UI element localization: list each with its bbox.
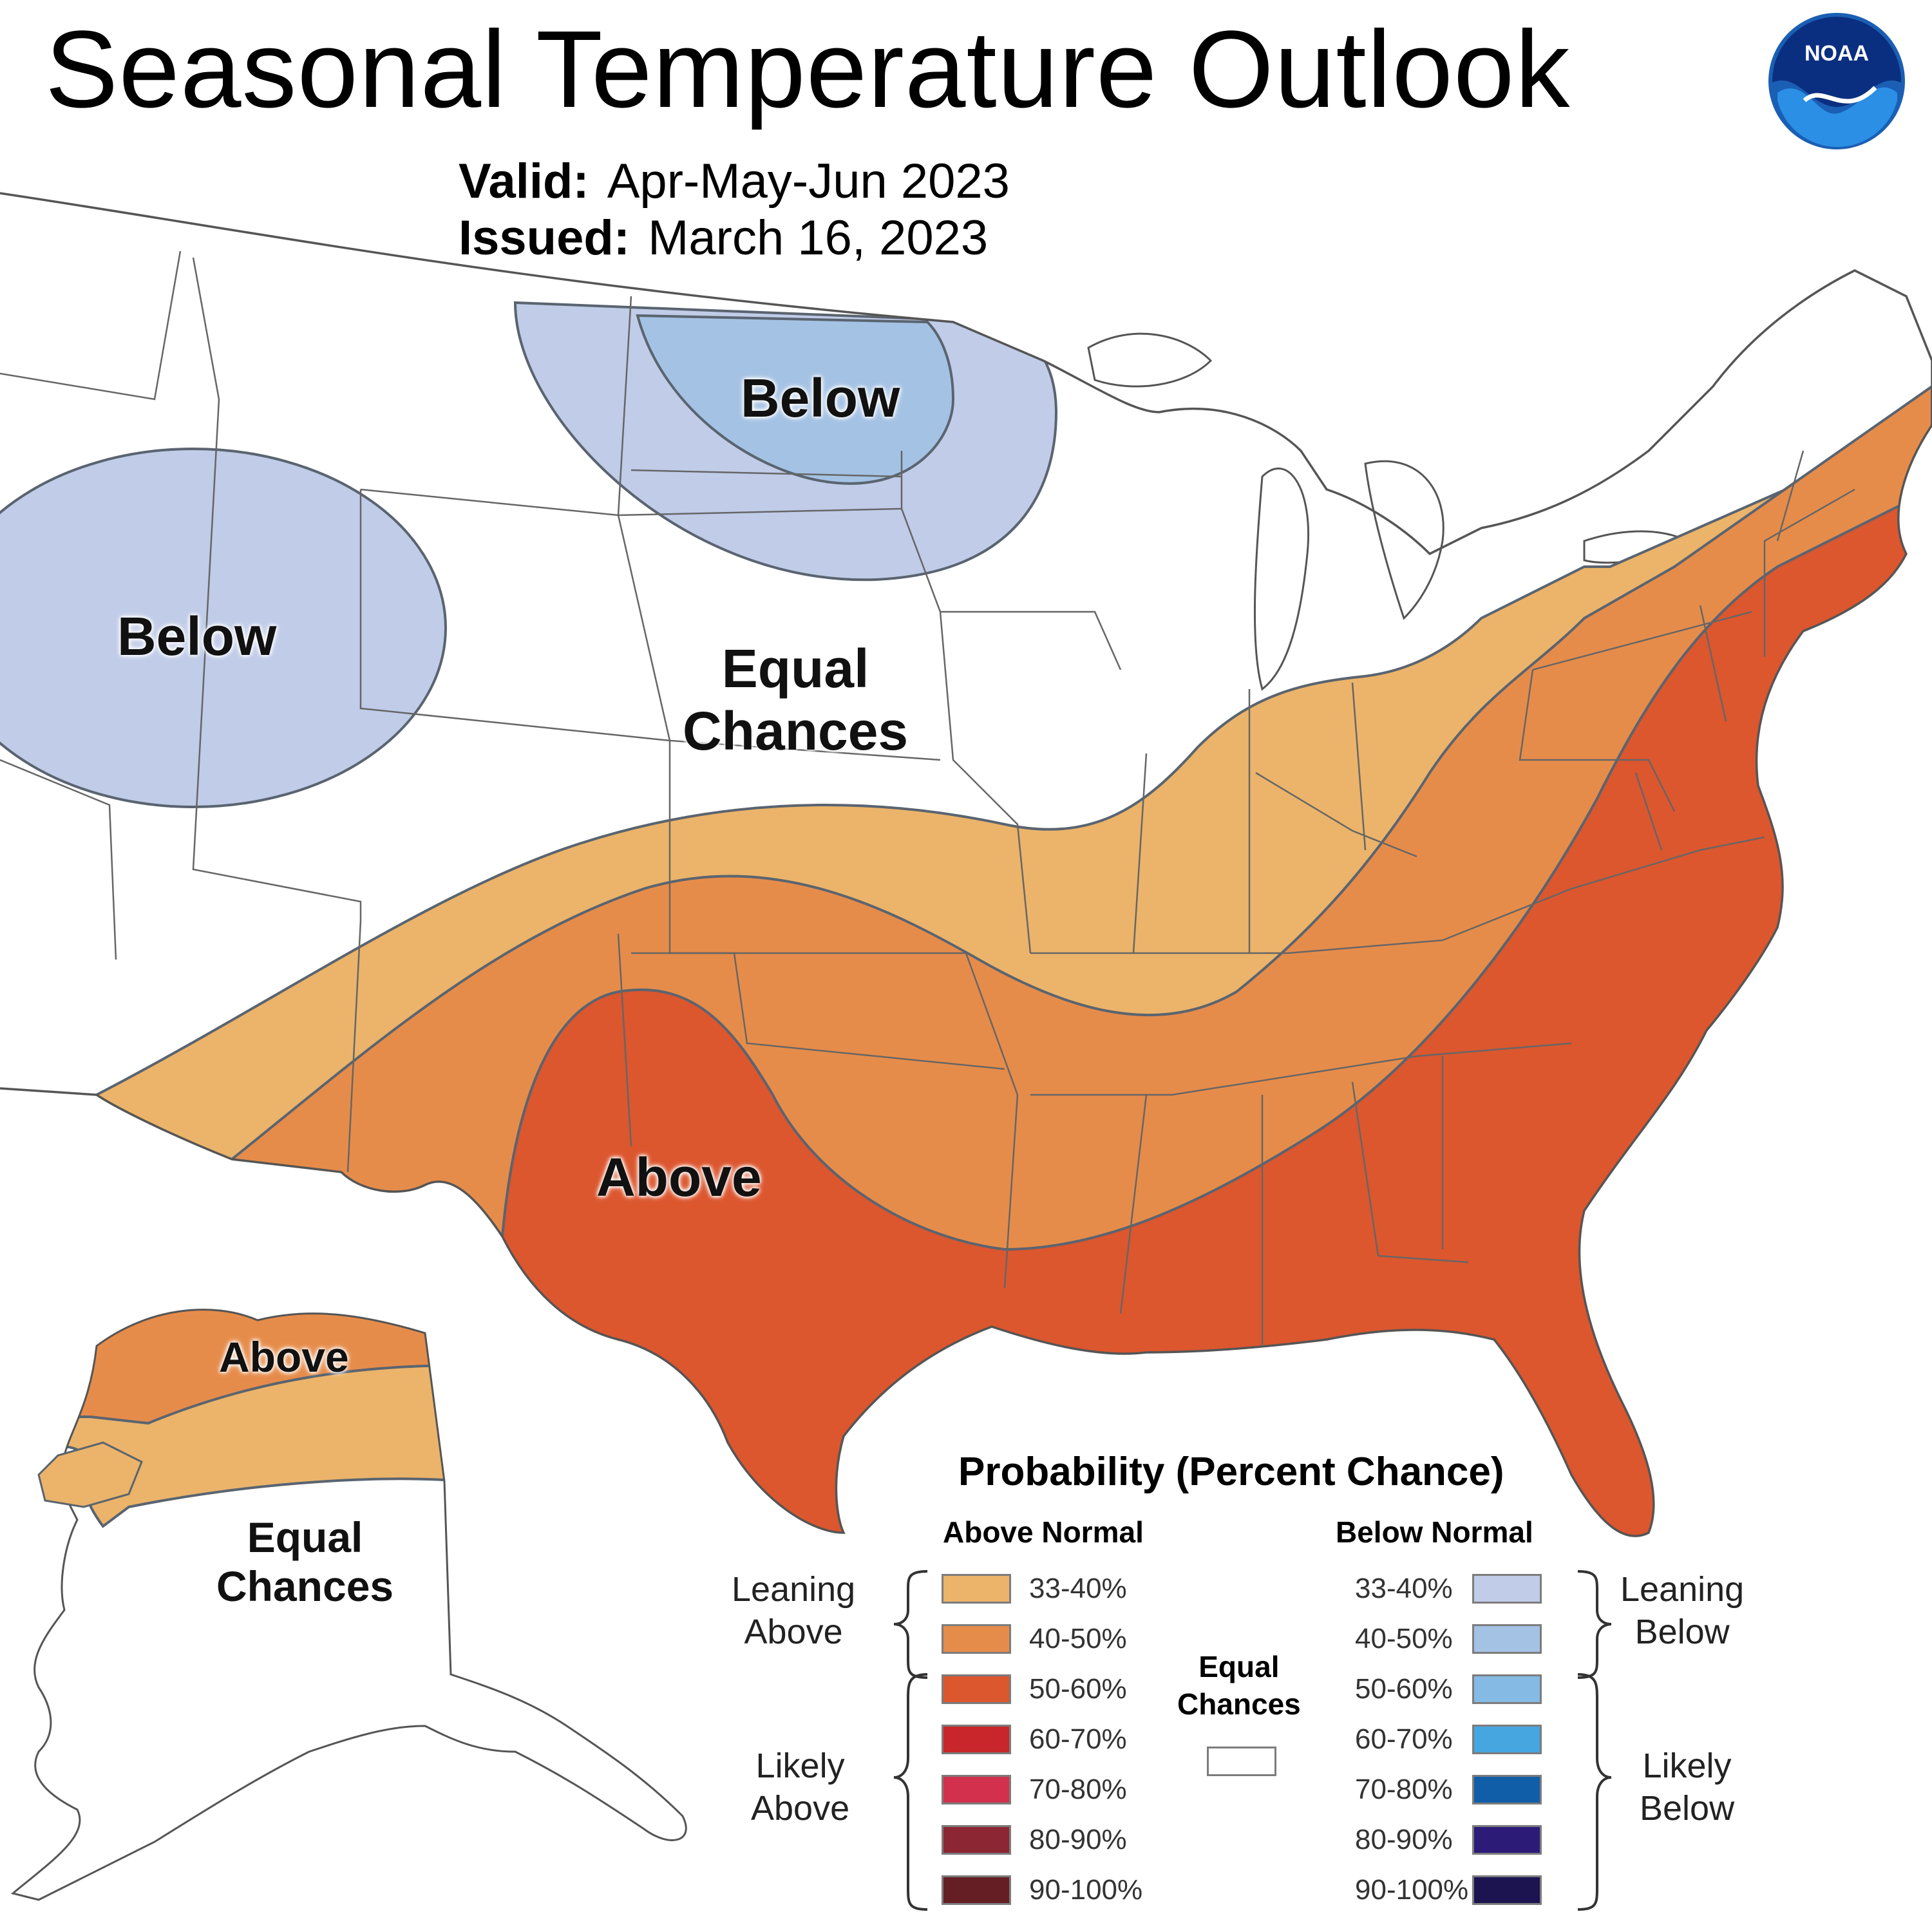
legend-likely-above: Likely Above [751, 1745, 849, 1830]
legend-equal-chances-line1: Equal [1198, 1650, 1280, 1683]
legend-equal-chances-swatch [1207, 1747, 1276, 1776]
issued-line: Issued: March 16, 2023 [459, 210, 988, 266]
legend-above-swatch-1 [942, 1574, 1011, 1604]
legend-likely-below: Likely Below [1640, 1745, 1734, 1830]
region-below-north-inner [636, 314, 955, 485]
issued-value: March 16, 2023 [648, 211, 989, 265]
brace-leaning-above-icon [893, 1570, 928, 1679]
state-borders [0, 192, 1932, 1537]
legend-leaning-below-line2: Below [1634, 1612, 1730, 1651]
legend-above-swatch-2 [942, 1624, 1011, 1654]
legend-title: Probability (Percent Chance) [958, 1450, 1504, 1494]
region-above-50-60 [501, 487, 1932, 1537]
legend-below-swatch-1 [1472, 1574, 1542, 1604]
legend-below-range-7: 90-100% [1355, 1874, 1469, 1906]
label-equal-chances-conus: Equal Chances [683, 638, 908, 762]
label-above-alaska: Above [219, 1333, 349, 1381]
legend-above-swatch-6 [942, 1825, 1011, 1855]
legend-leaning-below-line1: Leaning [1620, 1570, 1745, 1609]
legend-below-range-5: 70-80% [1355, 1774, 1453, 1805]
legend-below-swatch-2 [1472, 1624, 1542, 1654]
legend-leaning-above-line2: Above [744, 1612, 843, 1651]
legend-above-swatch-7 [942, 1875, 1011, 1905]
legend-above-range-3: 50-60% [1029, 1673, 1127, 1705]
legend-equal-chances-line2: Chances [1177, 1687, 1301, 1721]
legend-above-range-2: 40-50% [1029, 1623, 1127, 1654]
legend-above-swatch-3 [942, 1674, 1011, 1704]
legend-below-swatch-6 [1472, 1825, 1542, 1855]
label-equal-chances-alaska: Equal Chances [216, 1513, 393, 1611]
valid-line: Valid: Apr-May-Jun 2023 [459, 153, 1010, 209]
label-equal-chances-conus-line1: Equal [721, 638, 869, 699]
label-equal-chances-conus-line2: Chances [683, 700, 909, 761]
legend-above-range-4: 60-70% [1029, 1723, 1127, 1755]
legend-above-header: Above Normal [943, 1515, 1144, 1549]
legend-below-swatch-4 [1472, 1725, 1542, 1754]
legend-likely-below-line1: Likely [1642, 1747, 1732, 1785]
legend-leaning-above: Leaning Above [732, 1569, 855, 1654]
legend-above-range-5: 70-80% [1029, 1774, 1127, 1805]
valid-label: Valid: [459, 154, 589, 209]
legend-above-swatch-4 [942, 1725, 1011, 1754]
legend-below-range-2: 40-50% [1355, 1623, 1453, 1654]
label-equal-chances-alaska-line1: Equal [247, 1513, 363, 1561]
legend-below-range-3: 50-60% [1355, 1673, 1453, 1705]
label-equal-chances-alaska-line2: Chances [216, 1562, 394, 1610]
label-below-west: Below [117, 606, 277, 667]
legend-above-range-1: 33-40% [1029, 1573, 1127, 1604]
legend-below-swatch-7 [1472, 1875, 1542, 1905]
legend-below-range-4: 60-70% [1355, 1723, 1453, 1755]
page-title: Seasonal Temperature Outlook [45, 8, 1571, 131]
legend-leaning-above-line1: Leaning [732, 1570, 856, 1609]
legend-below-range-1: 33-40% [1355, 1573, 1453, 1604]
legend-below-header: Below Normal [1336, 1515, 1533, 1549]
legend-above-range-7: 90-100% [1029, 1874, 1143, 1906]
brace-likely-above-icon [893, 1673, 928, 1911]
legend-below-swatch-3 [1472, 1674, 1542, 1704]
issued-label: Issued: [459, 211, 630, 265]
label-above-south: Above [596, 1147, 762, 1208]
legend-likely-below-line2: Below [1640, 1788, 1735, 1828]
noaa-logo-icon: NOAA [1768, 13, 1905, 149]
legend-above-swatch-5 [942, 1775, 1011, 1804]
legend-below-swatch-5 [1472, 1775, 1542, 1804]
probability-regions [0, 301, 1932, 1537]
legend-likely-above-line1: Likely [755, 1747, 845, 1785]
legend-likely-above-line2: Above [751, 1788, 850, 1828]
brace-likely-below-icon [1577, 1673, 1612, 1911]
legend-equal-chances-label: Equal Chances [1177, 1649, 1301, 1723]
region-below-west [0, 448, 447, 808]
valid-value: Apr-May-Jun 2023 [607, 154, 1010, 209]
legend-below-range-6: 80-90% [1355, 1824, 1453, 1855]
brace-leaning-below-icon [1577, 1570, 1612, 1679]
legend-above-range-6: 80-90% [1029, 1824, 1127, 1855]
noaa-logo-text: NOAA [1804, 41, 1869, 66]
label-below-north: Below [741, 368, 900, 428]
legend-leaning-below: Leaning Below [1620, 1569, 1744, 1654]
